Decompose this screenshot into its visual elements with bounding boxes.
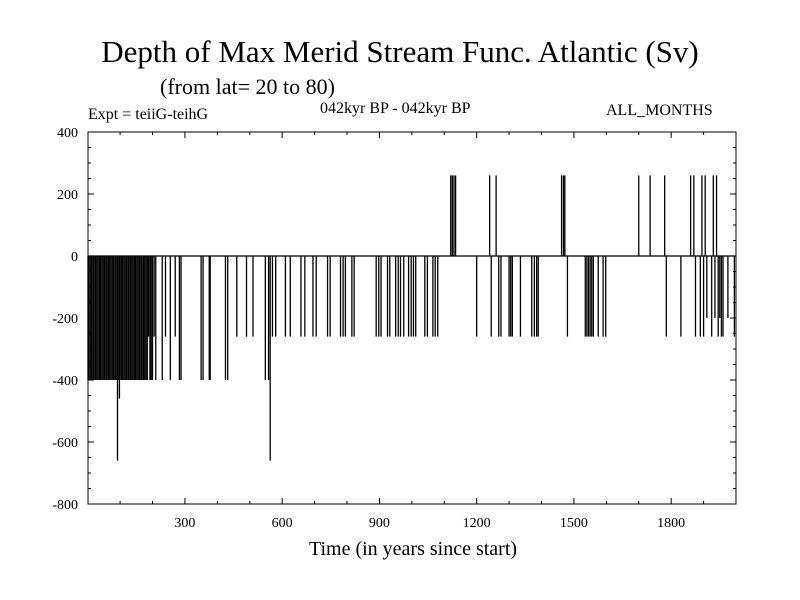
y-tick-label: -800 (52, 498, 78, 513)
period-label: 042kyr BP - 042kyr BP (320, 100, 471, 117)
x-axis-label: Time (in years since start) (308, 538, 518, 560)
y-tick-label: 400 (57, 126, 78, 141)
plot-frame (87, 131, 737, 505)
series-layer (87, 175, 736, 461)
months-label: ALL_MONTHS (606, 102, 713, 119)
tick-layer: -800 -600 -400 -200 0 200 400 300 600 900 1200 1500… (52, 126, 736, 531)
x-tick-label: 1800 (657, 516, 685, 531)
experiment-label: Expt = teiiG-teihG (88, 106, 209, 123)
chart-subtitle: (from lat= 20 to 80) (160, 74, 335, 99)
x-tick-label: 1500 (560, 516, 588, 531)
chart-title: Depth of Max Merid Stream Func. Atlantic… (101, 34, 699, 69)
x-tick-label: 300 (174, 516, 195, 531)
y-tick-label: -600 (52, 436, 78, 451)
y-tick-label: -400 (52, 374, 78, 389)
x-tick-label: 1200 (463, 516, 491, 531)
y-tick-label: -200 (52, 312, 78, 327)
y-tick-label: 0 (71, 250, 78, 265)
y-tick-label: 200 (57, 188, 78, 203)
x-tick-label: 600 (272, 516, 293, 531)
x-tick-label: 900 (369, 516, 390, 531)
